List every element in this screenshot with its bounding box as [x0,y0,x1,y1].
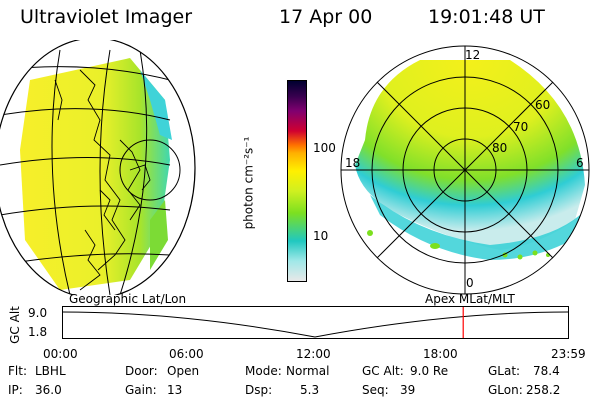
colorbar-tick-100: 100 [313,141,336,155]
mlt-label-0: 0 [466,276,474,290]
door-value: Open [167,364,200,378]
glon-label: GLon: [488,383,523,397]
colorbar-tick-10: 10 [313,229,329,243]
time-label: 19:01:48 UT [428,6,545,28]
mlat-label-60: 60 [535,98,551,112]
geographic-panel-label: Geographic Lat/Lon [69,292,187,306]
gain-label: Gain: [125,383,157,397]
altitude-xtick-2: 12:00 [296,347,331,361]
colorbar-unit-label: photon cm⁻²s⁻¹ [241,136,256,230]
color-bar [287,80,307,282]
mlt-label-18: 18 [345,156,361,170]
mode-label: Mode: [245,364,282,378]
mlt-label-6: 6 [576,156,584,170]
gcalt-value: 9.0 Re [410,364,449,378]
date-label: 17 Apr 00 [279,6,373,28]
glon-value: 258.2 [526,383,561,397]
ip-value: 36.0 [35,383,62,397]
mlat-label-80: 80 [492,141,508,155]
altitude-xtick-1: 06:00 [169,347,204,361]
gain-value: 13 [167,383,183,397]
altitude-ytick-low: 1.8 [28,325,48,339]
mode-value: Normal [286,364,330,378]
polar-mlat-mlt-image [340,45,590,295]
glat-value: 78.4 [533,364,560,378]
ip-label: IP: [8,383,23,397]
altitude-ytick-high: 9.0 [28,306,48,320]
seq-label: Seq: [362,383,389,397]
altitude-plot [62,306,569,339]
altitude-xtick-3: 18:00 [423,347,458,361]
altitude-xtick-0: 00:00 [43,347,78,361]
flt-label: Flt: [8,364,27,378]
dsp-label: Dsp: [245,383,273,397]
door-label: Door: [125,364,158,378]
geographic-globe-image [0,40,196,295]
seq-value: 39 [400,383,416,397]
altitude-xtick-4: 23:59 [551,347,586,361]
apex-panel-label: Apex MLat/MLT [425,292,515,306]
app-title: Ultraviolet Imager [20,6,193,28]
mlt-label-12: 12 [465,48,481,62]
mlat-label-70: 70 [513,120,529,134]
dsp-value: 5.3 [300,383,320,397]
altitude-ylabel: GC Alt [7,306,22,344]
gcalt-label: GC Alt: [362,364,404,378]
flt-value: LBHL [35,364,66,378]
glat-label: GLat: [488,364,521,378]
